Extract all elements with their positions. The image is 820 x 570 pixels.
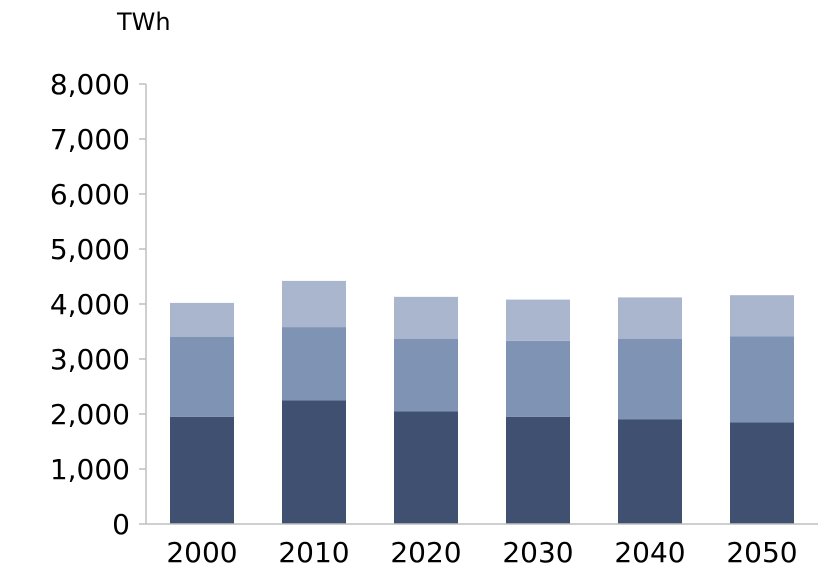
bar-segment-2010-1 [282,400,346,524]
x-tick-label: 2040 [614,536,685,569]
bar-segment-2020-2 [394,338,458,412]
bar-segment-2050-2 [730,336,794,423]
bar-segment-2010-2 [282,327,346,401]
axes-layer [139,83,818,525]
y-tick-label: 1,000 [50,453,130,486]
bar-segment-2040-1 [618,419,682,524]
y-tick-label: 0 [112,508,130,541]
x-tick-label: 2010 [278,536,349,569]
bar-segment-2020-3 [394,296,458,339]
y-tick-label: 8,000 [50,68,130,101]
y-tick-label: 4,000 [50,288,130,321]
x-tick-label: 2020 [390,536,461,569]
y-tick-label: 2,000 [50,398,130,431]
y-tick-label: 5,000 [50,233,130,266]
bar-segment-2030-2 [506,340,570,417]
bar-segment-2010-3 [282,280,346,328]
x-tick-labels: 2000 2010 2020 2030 2040 2050 [166,536,797,569]
bar-segment-2030-1 [506,416,570,524]
x-tick-label: 2050 [726,536,797,569]
bar-segment-2050-3 [730,295,794,337]
bars-layer [170,280,794,524]
bar-segment-2050-1 [730,422,794,524]
y-tick-labels: 0 1,000 2,000 3,000 4,000 5,000 6,000 7,000 8,00… [50,68,130,541]
bar-segment-2020-1 [394,411,458,524]
bar-segment-2000-1 [170,416,234,524]
y-unit-label: TWh [117,8,171,36]
bar-segment-2040-2 [618,338,682,420]
x-tick-label: 2000 [166,536,237,569]
bar-segment-2000-2 [170,337,234,417]
bar-segment-2040-3 [618,297,682,339]
y-tick-label: 7,000 [50,123,130,156]
y-tick-label: 6,000 [50,178,130,211]
bar-segment-2030-3 [506,299,570,341]
y-tick-label: 3,000 [50,343,130,376]
x-tick-label: 2030 [502,536,573,569]
bar-segment-2000-3 [170,302,234,337]
